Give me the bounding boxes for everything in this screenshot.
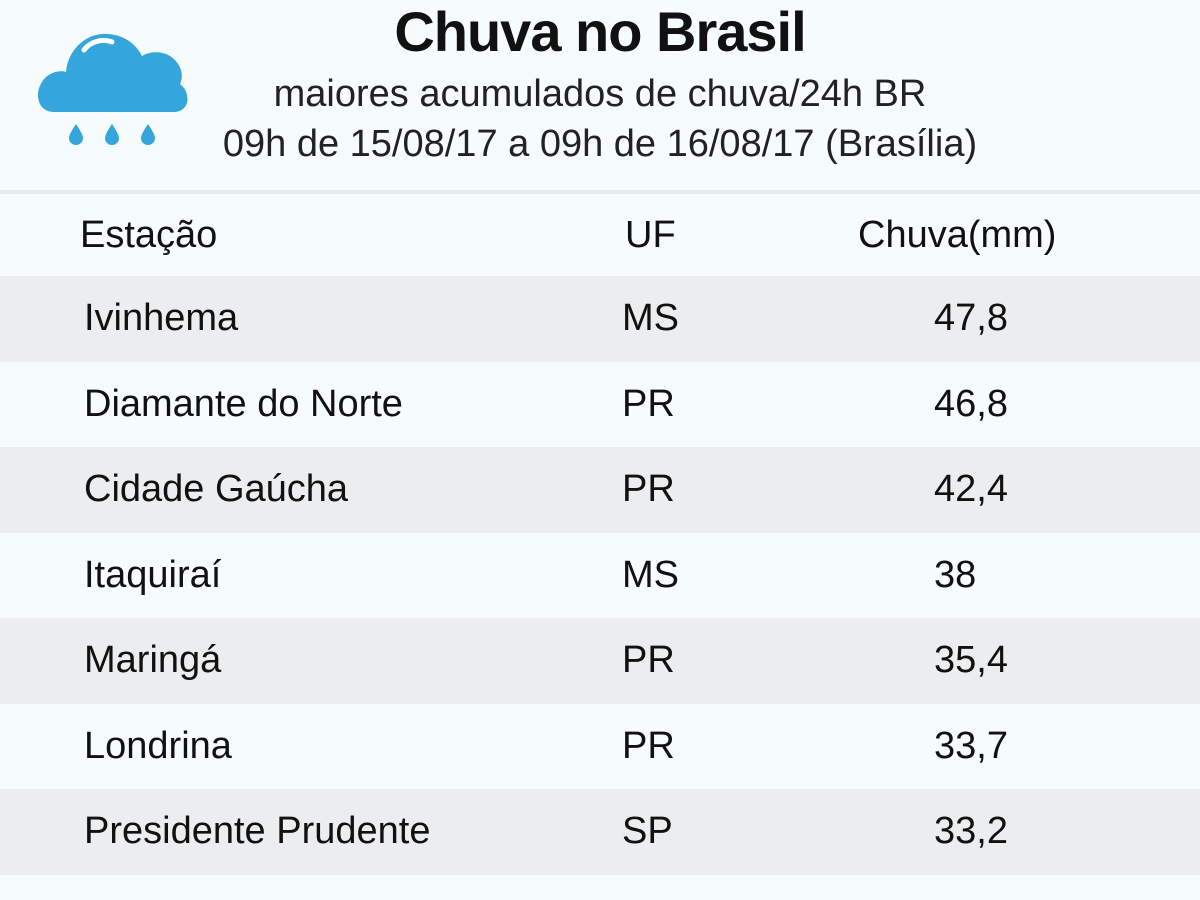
table-row: Ivinhema MS 47,8: [0, 276, 1200, 362]
station-cell: Londrina: [84, 724, 232, 767]
station-cell: Diamante do Norte: [84, 382, 403, 425]
column-header-uf: UF: [625, 213, 676, 256]
column-header-station: Estação: [80, 213, 218, 256]
uf-cell: PR: [622, 468, 675, 511]
table-header-row: Estação UF Chuva(mm): [0, 194, 1200, 276]
table-row: Diamante do Norte PR 46,8: [0, 361, 1200, 447]
table-row: Itaquiraí MS 38: [0, 532, 1200, 618]
period-label: 09h de 15/08/17 a 09h de 16/08/17 (Brasí…: [222, 123, 978, 165]
rain-cell: 46,8: [934, 382, 1008, 425]
rainfall-table: Estação UF Chuva(mm) Ivinhema MS 47,8 Di…: [0, 194, 1200, 875]
rain-cell: 42,4: [934, 468, 1008, 511]
uf-cell: PR: [622, 724, 675, 767]
table-row: Maringá PR 35,4: [0, 618, 1200, 704]
station-cell: Maringá: [84, 639, 222, 682]
page-subtitle: maiores acumulados de chuva/24h BR: [273, 73, 927, 115]
uf-cell: SP: [622, 810, 673, 853]
cloud-highlight: [81, 37, 115, 53]
rain-cell: 33,7: [934, 724, 1008, 767]
uf-cell: MS: [622, 297, 679, 340]
cloud-shape: [38, 33, 188, 112]
rain-cell: 33,2: [934, 810, 1008, 853]
header: Chuva no Brasil maiores acumulados de ch…: [0, 0, 1200, 188]
raindrop-icon: [105, 124, 119, 145]
station-cell: Ivinhema: [84, 297, 239, 340]
uf-cell: PR: [622, 639, 675, 682]
raindrop-icon: [69, 124, 83, 145]
header-divider: [0, 190, 1200, 194]
column-header-rain: Chuva(mm): [858, 213, 1057, 256]
rain-cell: 38: [934, 553, 977, 596]
station-cell: Cidade Gaúcha: [84, 468, 349, 511]
rain-cloud-icon: [32, 20, 192, 152]
station-cell: Presidente Prudente: [84, 810, 431, 853]
table-row: Presidente Prudente SP 33,2: [0, 789, 1200, 875]
uf-cell: MS: [622, 553, 679, 596]
table-row: Londrina PR 33,7: [0, 703, 1200, 789]
uf-cell: PR: [622, 382, 675, 425]
station-cell: Itaquiraí: [84, 553, 222, 596]
raindrop-icon: [141, 124, 155, 145]
rain-cell: 35,4: [934, 639, 1008, 682]
table-row: Cidade Gaúcha PR 42,4: [0, 447, 1200, 533]
rain-cell: 47,8: [934, 297, 1008, 340]
page-title: Chuva no Brasil: [394, 0, 806, 63]
